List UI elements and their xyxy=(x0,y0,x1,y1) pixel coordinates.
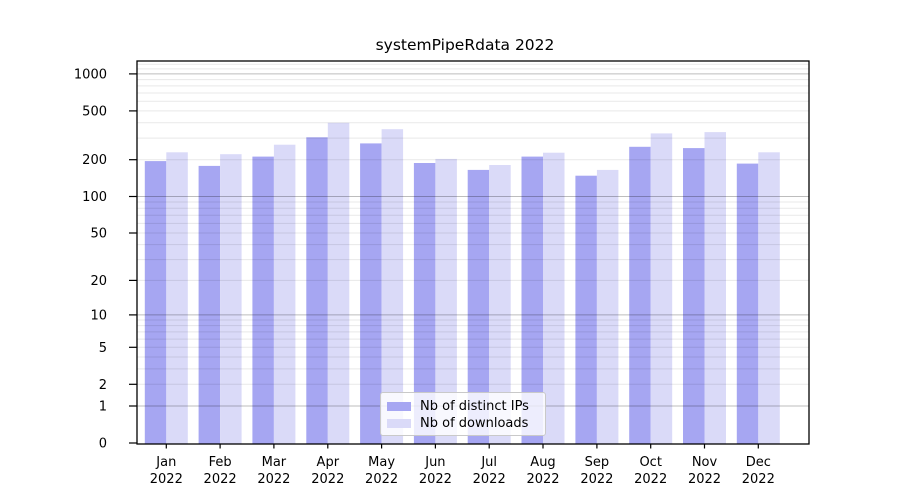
x-tick-label-month: Aug xyxy=(530,455,555,470)
bar-downloads xyxy=(596,169,619,444)
bar-downloads xyxy=(489,165,511,444)
y-tick-label: 200 xyxy=(82,153,107,168)
y-tick-label: 1000 xyxy=(74,67,107,82)
x-tick-label-year: 2022 xyxy=(419,472,452,487)
bar-distinct-ips xyxy=(144,161,167,444)
bar-distinct-ips xyxy=(683,148,705,444)
x-tick-label-year: 2022 xyxy=(150,472,183,487)
chart-title: systemPipeRdata 2022 xyxy=(375,36,555,54)
y-tick-label: 5 xyxy=(99,341,107,356)
legend-item-downloads: Nb of downloads xyxy=(387,415,545,432)
x-tick-label-year: 2022 xyxy=(634,472,667,487)
bar-downloads xyxy=(704,132,726,444)
x-tick-label-month: Dec xyxy=(746,455,771,470)
x-tick-label-year: 2022 xyxy=(742,472,775,487)
y-tick-label: 20 xyxy=(90,274,107,289)
legend-swatch-downloads xyxy=(387,419,411,428)
x-tick-label-month: Mar xyxy=(262,455,287,470)
x-tick-label-month: Apr xyxy=(317,455,340,470)
plot-border xyxy=(136,60,810,445)
x-tick-label-year: 2022 xyxy=(365,472,398,487)
legend-item-distinct-ips: Nb of distinct IPs xyxy=(387,398,545,415)
bar-distinct-ips xyxy=(575,175,597,444)
y-tick-label: 0 xyxy=(99,437,107,452)
x-tick-label-year: 2022 xyxy=(473,472,506,487)
x-tick-label-year: 2022 xyxy=(580,472,613,487)
bar-distinct-ips xyxy=(467,169,490,444)
bar-distinct-ips xyxy=(413,163,436,444)
bar-downloads xyxy=(166,152,188,445)
bar-downloads xyxy=(650,133,673,444)
bar-downloads xyxy=(758,152,780,445)
bar-distinct-ips xyxy=(629,146,651,445)
x-tick-label-year: 2022 xyxy=(311,472,344,487)
legend-swatch-distinct-ips xyxy=(387,402,411,411)
x-tick-label-year: 2022 xyxy=(526,472,559,487)
x-tick-label-month: May xyxy=(368,455,395,470)
y-tick-label: 10 xyxy=(90,308,107,323)
bar-downloads xyxy=(435,158,457,444)
legend-label-distinct-ips: Nb of distinct IPs xyxy=(420,399,529,414)
bar-distinct-ips xyxy=(736,163,759,444)
bar-distinct-ips xyxy=(252,156,274,444)
x-tick-label-month: Nov xyxy=(692,455,718,470)
x-tick-label-year: 2022 xyxy=(257,472,290,487)
y-tick-label: 50 xyxy=(90,227,107,242)
bar-distinct-ips xyxy=(360,143,382,444)
x-tick-label-month: Sep xyxy=(585,455,610,470)
x-tick-label-month: Jul xyxy=(480,455,497,470)
bar-distinct-ips xyxy=(198,165,221,444)
bar-distinct-ips xyxy=(521,156,543,444)
x-tick-label-year: 2022 xyxy=(688,472,721,487)
x-tick-label-month: Jan xyxy=(155,455,176,470)
y-tick-label: 2 xyxy=(99,378,107,393)
bar-downloads xyxy=(381,129,404,444)
bar-downloads xyxy=(327,122,350,445)
bar-distinct-ips xyxy=(306,137,328,445)
x-tick-label-month: Feb xyxy=(209,455,232,470)
x-tick-label-year: 2022 xyxy=(204,472,237,487)
x-tick-label-month: Jun xyxy=(424,455,445,470)
legend: Nb of distinct IPs Nb of downloads xyxy=(380,392,546,436)
bar-downloads xyxy=(543,152,565,444)
bar-downloads xyxy=(273,144,296,444)
y-tick-label: 1 xyxy=(99,400,107,415)
x-tick-label-month: Oct xyxy=(639,455,661,470)
bar-downloads xyxy=(220,154,242,444)
y-tick-label: 500 xyxy=(82,104,107,119)
y-tick-label: 100 xyxy=(82,190,107,205)
legend-label-downloads: Nb of downloads xyxy=(420,416,529,431)
